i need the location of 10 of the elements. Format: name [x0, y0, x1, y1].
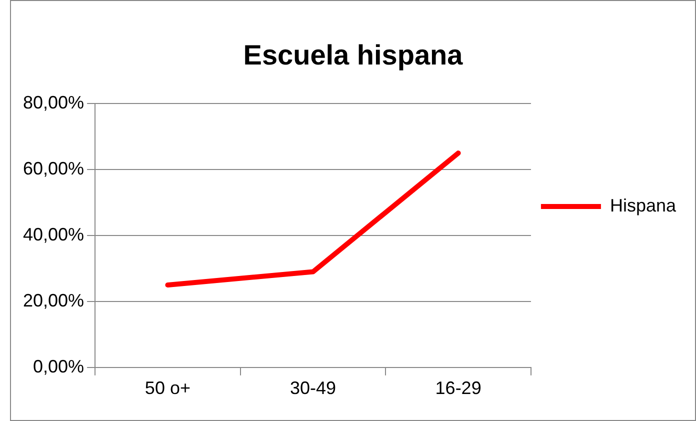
- x-tick-label: 50 o+: [144, 378, 190, 398]
- y-tick-label: 20,00%: [22, 290, 84, 310]
- legend-label: Hispana: [610, 195, 677, 216]
- y-tick-label: 40,00%: [22, 224, 84, 244]
- chart-title: Escuela hispana: [243, 40, 464, 71]
- y-tick-label: 60,00%: [22, 158, 84, 179]
- x-tick-label: 30-49: [290, 378, 336, 398]
- x-tick-label: 16-29: [435, 378, 482, 398]
- y-tick-label: 80,00%: [22, 92, 84, 113]
- y-tick-label: 0,00%: [33, 356, 84, 376]
